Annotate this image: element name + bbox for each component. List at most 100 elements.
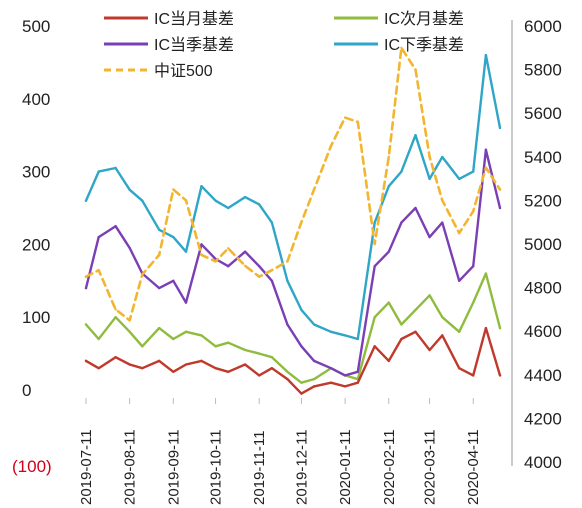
data-point [373,243,375,245]
data-point [485,54,487,56]
data-point [286,323,288,325]
data-point [85,360,87,362]
data-point [141,345,143,347]
data-point [141,367,143,369]
x-tick-label: 2019-09-11 [165,429,182,505]
data-point [400,323,402,325]
data-point [185,331,187,333]
data-point [441,156,443,158]
data-point [400,170,402,172]
data-point [499,188,501,190]
data-point [114,225,116,227]
data-point [330,331,332,333]
data-point [244,265,246,267]
data-point [357,382,359,384]
data-point [185,199,187,201]
data-point [185,301,187,303]
data-point [344,334,346,336]
data-point [141,200,143,202]
data-point [330,145,332,147]
series-layer [85,47,501,395]
data-point [414,309,416,311]
data-point [158,360,160,362]
data-point [214,200,216,202]
data-point [128,247,130,249]
data-point [300,221,302,223]
data-point [185,250,187,252]
data-point [271,367,273,369]
data-point [158,287,160,289]
data-point [472,210,474,212]
left-tick-label: 0 [22,381,31,400]
data-point [388,360,390,362]
data-point [485,149,487,151]
data-point [344,374,346,376]
data-point [313,378,315,380]
data-point [258,265,260,267]
data-point [485,167,487,169]
data-point [258,276,260,278]
right-tick-label: 6000 [524,17,562,36]
data-point [214,345,216,347]
data-point [271,221,273,223]
series-line [86,328,500,394]
data-point [97,236,99,238]
data-point [128,319,130,321]
left-tick-label: 500 [22,17,50,36]
data-point [185,363,187,365]
data-point [313,385,315,387]
data-point [214,260,216,262]
x-tick-label: 2019-12-11 [293,429,310,505]
data-point [458,367,460,369]
data-point [300,309,302,311]
data-point [85,287,87,289]
data-point [200,243,202,245]
data-point [428,236,430,238]
data-point [400,221,402,223]
data-point [499,327,501,329]
left-tick-label: 200 [22,235,50,254]
data-point [388,301,390,303]
data-point [373,316,375,318]
legend-layer: IC当月基差 IC次月基差IC当季基差 IC下季基差中证500 [104,10,464,80]
data-point [313,188,315,190]
x-tick-label: 2020-04-11 [465,429,482,505]
x-tick-label: 2019-10-11 [208,429,225,505]
data-point [172,236,174,238]
data-point [344,385,346,387]
legend-label: IC当月基差 [154,10,234,28]
data-point [172,188,174,190]
data-point [114,167,116,169]
left-tick-label: 400 [22,90,50,109]
data-point [85,276,87,278]
data-point [172,280,174,282]
data-point [286,280,288,282]
left-tick-label: 300 [22,163,50,182]
data-point [227,371,229,373]
data-point [373,221,375,223]
data-point [428,294,430,296]
data-point [373,345,375,347]
data-point [441,334,443,336]
data-point [458,331,460,333]
data-point [258,374,260,376]
data-point [499,207,501,209]
data-point [97,338,99,340]
data-point [128,331,130,333]
data-point [97,269,99,271]
data-point [414,331,416,333]
data-point [388,185,390,187]
data-point [141,273,143,275]
left-tick-label: (100) [12,457,52,476]
data-point [258,203,260,205]
data-point [200,334,202,336]
data-point [344,116,346,118]
data-point [158,254,160,256]
data-point [373,265,375,267]
data-point [388,156,390,158]
legend-label: IC当季基差 [154,36,234,54]
left-tick-label: 100 [22,308,50,327]
x-tick-label: 2019-07-11 [78,429,95,505]
data-point [271,280,273,282]
